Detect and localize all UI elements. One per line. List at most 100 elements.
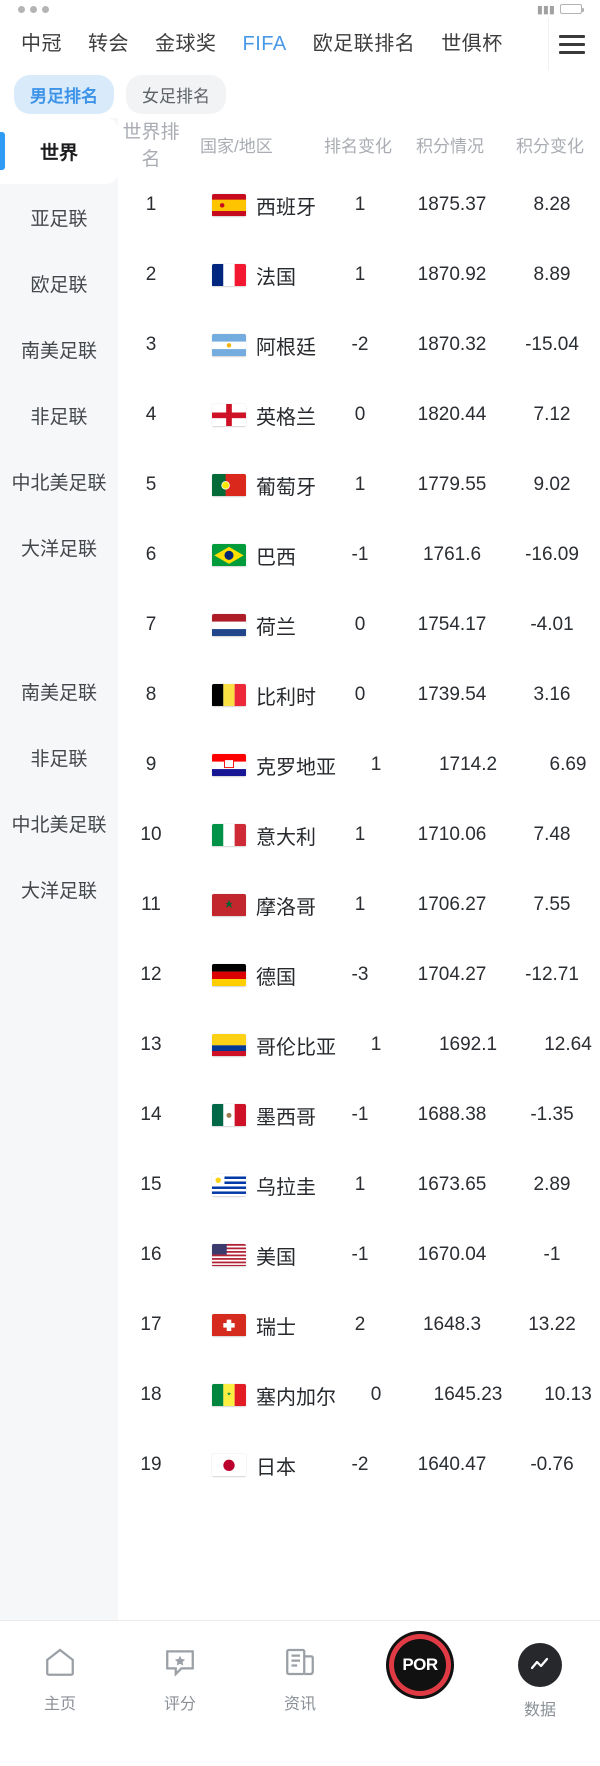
sidebar-item-afc[interactable]: 亚足联 <box>30 208 88 230</box>
cell-country: 西班牙 <box>184 191 320 220</box>
nav-label-home: 主页 <box>43 1696 76 1713</box>
cell-points: 1870.92 <box>417 264 487 285</box>
sidebar-overlay-item-uefa[interactable]: 欧足联 <box>0 644 118 658</box>
table-row[interactable]: 10 意大利 1 1710.06 7.48 <box>118 800 600 870</box>
table-row[interactable]: 13 哥伦比亚 1 1692.1 12.64 <box>118 1010 600 1080</box>
table-row[interactable]: 4 英格兰 0 1820.44 7.12 <box>118 380 600 450</box>
cell-country-name: 瑞士 <box>256 1316 296 1339</box>
sidebar-item-concacaf[interactable]: 中北美足联 <box>11 472 107 494</box>
sidebar-item-caf[interactable]: 非足联 <box>30 406 88 428</box>
table-row[interactable]: 6 巴西 -1 1761.6 -16.09 <box>118 520 600 590</box>
cell-country: 摩洛哥 <box>184 891 320 920</box>
confederation-sidebar[interactable]: 世界 亚足联 欧足联 南美足联 非足联 中北美足联 大洋足联 欧足联 南美足联 … <box>0 118 118 1620</box>
table-row[interactable]: 12 德国 -3 1704.27 -12.71 <box>118 940 600 1010</box>
por-badge-icon: POR <box>394 1639 446 1691</box>
cell-points: 1688.38 <box>417 1104 487 1125</box>
cell-points: 1645.23 <box>433 1384 503 1405</box>
nav-item-por[interactable]: POR <box>360 1639 480 1691</box>
table-row[interactable]: 2 法国 1 1870.92 8.89 <box>118 240 600 310</box>
table-row[interactable]: 14 墨西哥 -1 1688.38 -1.35 <box>118 1080 600 1150</box>
nav-item-data[interactable]: 数据 <box>480 1643 600 1720</box>
cell-points: 1875.37 <box>417 194 487 215</box>
table-row[interactable]: 8 比利时 0 1739.54 3.16 <box>118 660 600 730</box>
table-row[interactable]: 17 瑞士 2 1648.3 13.22 <box>118 1290 600 1360</box>
pill-mens-ranking[interactable]: 男足排名 <box>14 74 114 114</box>
sidebar-item-world[interactable]: 世界 <box>0 118 118 184</box>
flag-france <box>212 263 246 287</box>
cell-rank-change: -2 <box>351 334 369 355</box>
table-row[interactable]: 5 葡萄牙 1 1779.55 9.02 <box>118 450 600 520</box>
status-left <box>18 5 49 13</box>
flag-portugal <box>212 473 246 497</box>
cell-point-change: 12.64 <box>544 1034 592 1055</box>
cell-country: 墨西哥 <box>184 1101 320 1130</box>
table-row[interactable]: 19 日本 -2 1640.47 -0.76 <box>118 1430 600 1500</box>
table-header-row: 世界排名 国家/地区 排名变化 积分情况 积分变化 <box>118 118 600 170</box>
tab-fifa[interactable]: FIFA <box>242 33 287 55</box>
header-points: 积分情况 <box>416 136 484 156</box>
cell-rank-change: 1 <box>370 1034 382 1055</box>
cell-points: 1704.27 <box>417 964 487 985</box>
sidebar-item-ofc[interactable]: 大洋足联 <box>20 538 97 560</box>
table-row[interactable]: 1 西班牙 1 1875.37 8.28 <box>118 170 600 240</box>
cell-country-name: 克罗地亚 <box>256 756 336 779</box>
table-row[interactable]: 7 荷兰 0 1754.17 -4.01 <box>118 590 600 660</box>
cell-rank: 2 <box>145 264 157 285</box>
pill-womens-ranking[interactable]: 女足排名 <box>126 74 226 114</box>
nav-item-news[interactable]: 资讯 <box>240 1643 360 1714</box>
cell-country: 意大利 <box>184 821 320 850</box>
status-dot-icon <box>42 5 49 13</box>
cell-rank: 10 <box>140 824 162 845</box>
cell-rank-change: -1 <box>351 544 369 565</box>
tab-zhongguan[interactable]: 中冠 <box>21 33 62 55</box>
cell-rank: 11 <box>141 894 161 915</box>
flag-senegal <box>212 1383 246 1407</box>
sidebar-overlay-item-concacaf[interactable]: 中北美足联 <box>11 814 107 836</box>
cell-country-name: 日本 <box>256 1456 296 1479</box>
cell-rank: 12 <box>140 964 162 985</box>
sidebar-overlay-item-conmebol[interactable]: 南美足联 <box>20 682 97 704</box>
tab-uefa-ranking[interactable]: 欧足联排名 <box>312 33 416 55</box>
cell-rank-change: -2 <box>351 1454 369 1475</box>
status-right: ▮▮▮ <box>537 3 584 16</box>
cell-rank: 14 <box>140 1104 162 1125</box>
cell-point-change: -15.04 <box>525 334 579 355</box>
cell-country: 塞内加尔 <box>184 1381 336 1410</box>
nav-item-rating[interactable]: 评分 <box>120 1643 240 1714</box>
tab-jinqiujiang[interactable]: 金球奖 <box>155 33 217 55</box>
sidebar-overlay-item-ofc[interactable]: 大洋足联 <box>20 880 97 902</box>
sidebar-item-conmebol[interactable]: 南美足联 <box>20 340 97 362</box>
cell-points: 1761.6 <box>422 544 482 565</box>
tab-club-world-cup[interactable]: 世俱杯 <box>441 33 503 55</box>
flag-croatia <box>212 753 246 777</box>
sidebar-item-uefa[interactable]: 欧足联 <box>30 274 88 296</box>
cell-points: 1739.54 <box>417 684 487 705</box>
cell-rank-change: 0 <box>354 404 366 425</box>
news-document-icon <box>281 1643 319 1681</box>
table-row[interactable]: 11 摩洛哥 1 1706.27 7.55 <box>118 870 600 940</box>
ranking-table[interactable]: 世界排名 国家/地区 排名变化 积分情况 积分变化 1 西班牙 1 1875.37 8.… <box>118 118 600 1620</box>
cell-country-name: 塞内加尔 <box>256 1386 336 1409</box>
cell-point-change: 6.69 <box>549 754 587 775</box>
cell-country-name: 法国 <box>256 266 296 289</box>
cell-point-change: 9.02 <box>533 474 571 495</box>
cell-rank-change: 1 <box>354 264 366 285</box>
hamburger-menu-icon[interactable] <box>548 18 594 70</box>
table-row[interactable]: 16 美国 -1 1670.04 -1 <box>118 1220 600 1290</box>
table-row[interactable]: 18 塞内加尔 0 1645.23 10.13 <box>118 1360 600 1430</box>
nav-label-data: 数据 <box>523 1702 556 1719</box>
flag-argentina <box>212 333 246 357</box>
cell-country-name: 比利时 <box>256 686 316 709</box>
table-row[interactable]: 3 阿根廷 -2 1870.32 -15.04 <box>118 310 600 380</box>
tab-zhuanhui[interactable]: 转会 <box>88 33 129 55</box>
sidebar-overlay-item-caf[interactable]: 非足联 <box>30 748 88 770</box>
top-nav-scroll[interactable]: 中冠 转会 金球奖 FIFA 欧足联排名 世俱杯 <box>8 18 548 70</box>
cell-point-change: -1 <box>543 1244 561 1265</box>
cell-rank: 7 <box>145 614 157 635</box>
nav-item-home[interactable]: 主页 <box>0 1643 120 1714</box>
table-row[interactable]: 15 乌拉圭 1 1673.65 2.89 <box>118 1150 600 1220</box>
cell-points: 1692.1 <box>438 1034 498 1055</box>
table-row[interactable]: 9 克罗地亚 1 1714.2 6.69 <box>118 730 600 800</box>
cell-rank-change: 0 <box>354 614 366 635</box>
cell-rank-change: 1 <box>354 1174 366 1195</box>
